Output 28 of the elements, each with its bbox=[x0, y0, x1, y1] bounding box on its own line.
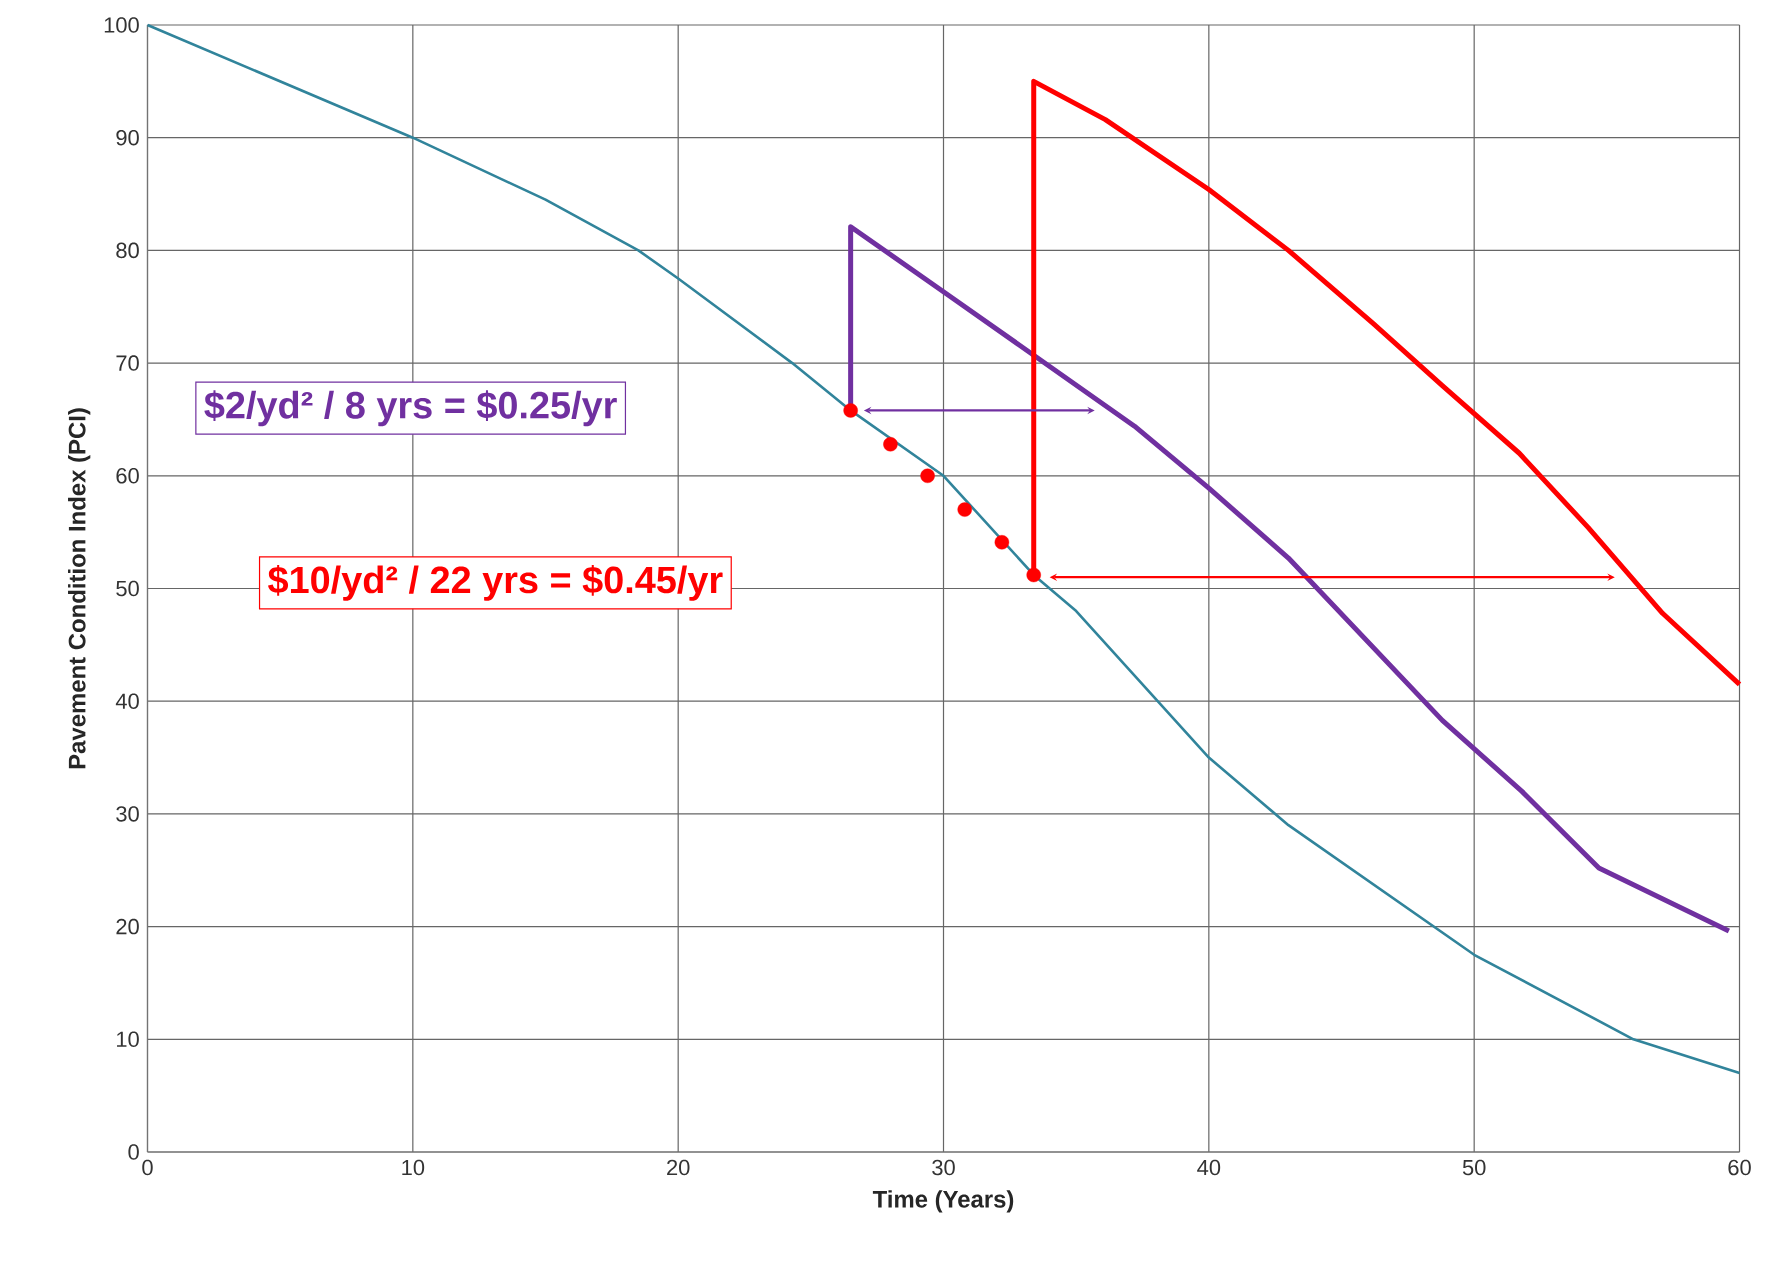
annotation: $10/yd² / 22 yrs = $0.45/yr bbox=[268, 564, 723, 601]
y-tick-label: 60 bbox=[116, 468, 139, 484]
y-tick-label: 80 bbox=[116, 242, 139, 259]
point bbox=[1026, 567, 1041, 583]
annotation: $2/yd² / 8 yrs = $0.25/yr bbox=[204, 390, 617, 427]
y-tick-label: 10 bbox=[117, 1031, 139, 1048]
y-tick-label: 0 bbox=[128, 1144, 139, 1160]
point bbox=[883, 437, 898, 452]
y-tick-label: 90 bbox=[116, 129, 139, 146]
x-tick-label: 50 bbox=[1462, 1159, 1486, 1176]
y-tick-label: 50 bbox=[116, 580, 139, 597]
x-tick-label: 60 bbox=[1728, 1159, 1751, 1176]
x-tick-label: 10 bbox=[402, 1159, 425, 1176]
y-tick-label: 40 bbox=[115, 693, 139, 709]
x-tick-label: 40 bbox=[1197, 1159, 1221, 1176]
point bbox=[843, 403, 858, 418]
x-tick-label: 0 bbox=[142, 1159, 153, 1176]
y-tick-label: 70 bbox=[116, 355, 139, 371]
y-axis-title: Pavement Condition Index (PCI) bbox=[68, 408, 91, 769]
y-tick-label: 20 bbox=[116, 918, 139, 935]
x-axis-title: Time (Years) bbox=[872, 1190, 1014, 1213]
y-tick-label: 30 bbox=[116, 806, 139, 822]
y-tick-label: 100 bbox=[104, 17, 139, 33]
x-tick-label: 20 bbox=[667, 1159, 690, 1176]
x-tick-label: 30 bbox=[932, 1159, 955, 1176]
point bbox=[920, 468, 935, 483]
point bbox=[994, 535, 1010, 550]
point bbox=[957, 502, 972, 517]
